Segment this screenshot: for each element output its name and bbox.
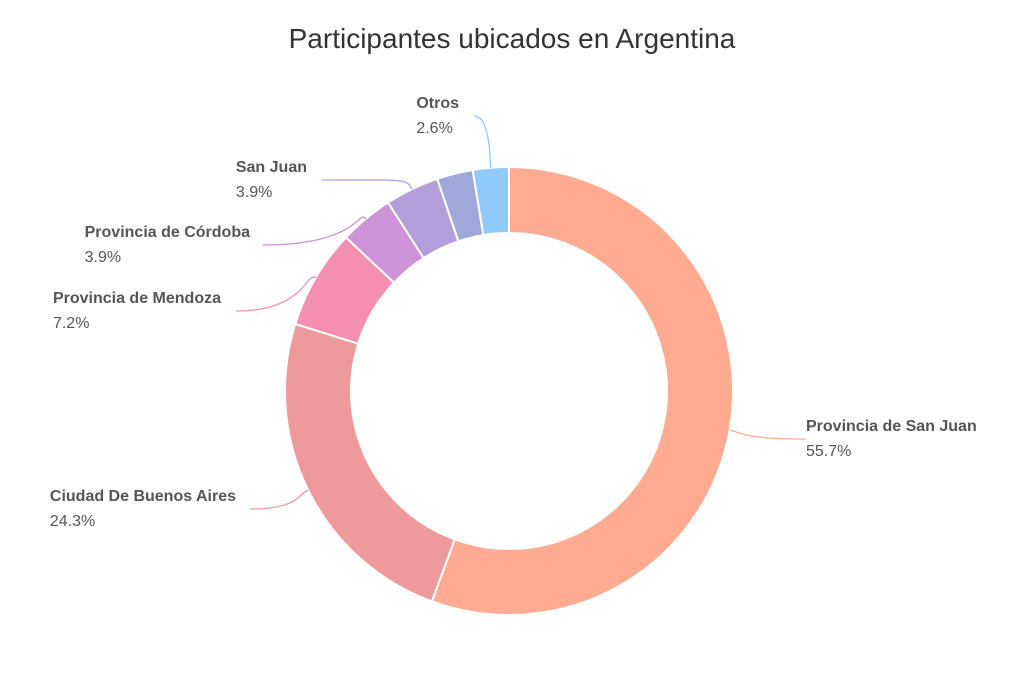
slice-ciudad-de-buenos-aires[interactable] xyxy=(284,322,456,603)
slice-label-value: 2.6% xyxy=(416,120,452,137)
leader-line xyxy=(729,429,807,440)
leader-line xyxy=(473,115,492,168)
slice-label-name: Provincia de Córdoba xyxy=(85,224,250,241)
slice-label-value: 3.9% xyxy=(85,249,121,266)
donut-slices xyxy=(284,165,734,616)
leader-lines xyxy=(235,115,807,510)
slice-label-name: Provincia de San Juan xyxy=(806,418,977,435)
slice-provincia-de-san-juan[interactable] xyxy=(430,165,734,616)
slice-label-name: Ciudad De Buenos Aires xyxy=(50,488,236,505)
slice-label-name: Provincia de Mendoza xyxy=(53,290,221,307)
slice-label-value: 7.2% xyxy=(53,315,89,332)
leader-line xyxy=(321,179,413,190)
slice-labels: Provincia de San Juan 55.7% Ciudad De Buen… xyxy=(50,95,977,530)
leader-line xyxy=(235,276,317,312)
slice-otros[interactable] xyxy=(471,165,510,237)
slice-label-value: 24.3% xyxy=(50,513,95,530)
leader-line xyxy=(262,216,367,246)
slice-label-name: Otros xyxy=(416,95,459,112)
chart-title: Participantes ubicados en Argentina xyxy=(289,23,736,54)
slice-label-value: 3.9% xyxy=(236,184,272,201)
slice-label-name: San Juan xyxy=(236,159,307,176)
slice-label-value: 55.7% xyxy=(806,443,851,460)
leader-line xyxy=(249,489,309,510)
